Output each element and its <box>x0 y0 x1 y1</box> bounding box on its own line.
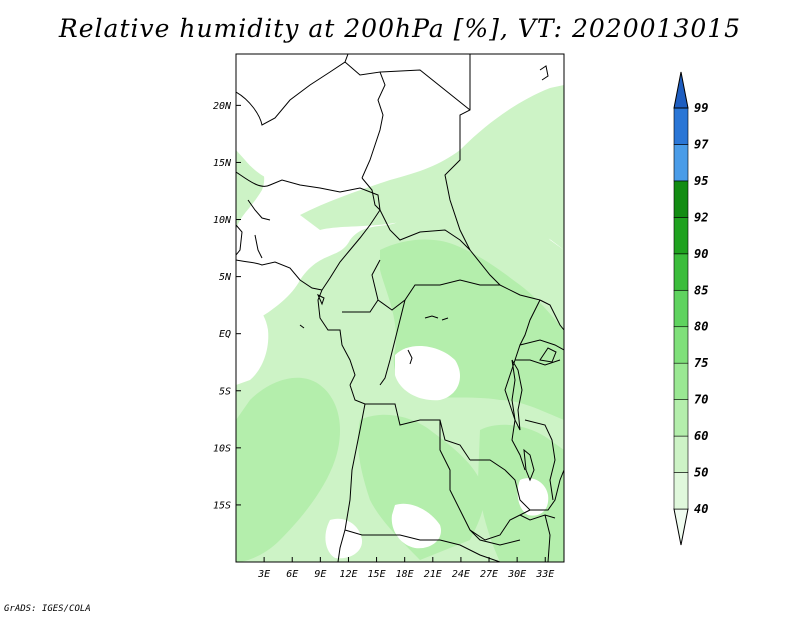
colorbar-box <box>673 399 689 437</box>
x-tick-label: 21E <box>424 569 442 580</box>
x-tick-label: 6E <box>286 569 298 580</box>
humidity-field <box>236 54 564 562</box>
y-tick-label: EQ <box>219 329 231 340</box>
dry-patch-northeast <box>470 54 564 100</box>
y-tick-label: 20N <box>213 101 232 112</box>
colorbar-label: 50 <box>694 466 708 480</box>
map-title: Relative humidity at 200hPa [%], VT: 202… <box>58 14 742 43</box>
colorbar-label: 40 <box>694 502 708 516</box>
colorbar-label: 95 <box>694 174 708 188</box>
colorbar-label: 75 <box>694 356 708 370</box>
y-tick-label: 15S <box>213 500 231 511</box>
colorbar-label: 85 <box>694 283 708 297</box>
map-frame <box>235 53 565 563</box>
colorbar-box <box>673 144 689 182</box>
colorbar-label: 60 <box>694 429 708 443</box>
humidity-region-north-band <box>300 85 564 250</box>
humidity-region-southwest <box>236 377 340 562</box>
longitude-axis: 3E 6E 9E 12E 15E 18E 21E 24E 27E 30E 33E <box>257 557 554 580</box>
colorbar-label: 80 <box>694 320 708 334</box>
colorbar-box <box>673 217 689 255</box>
y-tick-label: 5N <box>219 272 232 283</box>
colorbar-high-triangle <box>673 71 689 109</box>
credit-text: GrADS: IGES/COLA <box>4 604 91 614</box>
colorbar: 40 50 60 70 75 80 85 90 92 95 97 99 <box>673 71 709 546</box>
x-tick-label: 3E <box>257 569 270 580</box>
colorbar-box <box>673 253 689 291</box>
dry-patch-angola <box>391 503 441 549</box>
x-tick-label: 9E <box>314 569 326 580</box>
dry-patch-ocean <box>236 299 269 385</box>
dry-patch-south <box>325 518 363 559</box>
colorbar-label: 90 <box>694 247 708 261</box>
y-tick-label: 15N <box>213 158 232 169</box>
colorbar-label: 99 <box>694 101 708 115</box>
y-tick-label: 10S <box>213 443 231 454</box>
dry-patch-north <box>236 54 470 186</box>
y-tick-label: 10N <box>213 215 232 226</box>
country-borders <box>236 54 564 562</box>
colorbar-low-triangle <box>673 508 689 546</box>
x-tick-label: 12E <box>339 569 357 580</box>
x-tick-label: 15E <box>368 569 386 580</box>
x-tick-label: 30E <box>507 569 526 580</box>
x-tick-label: 33E <box>535 569 554 580</box>
colorbar-box <box>673 472 689 510</box>
colorbar-label: 97 <box>694 137 709 151</box>
y-tick-label: 5S <box>219 386 231 397</box>
colorbar-box <box>673 107 689 145</box>
dry-patch-southeast <box>517 478 549 516</box>
colorbar-box <box>673 180 689 218</box>
latitude-axis: 20N 15N 10N 5N EQ 5S 10S 15S <box>213 101 241 511</box>
colorbar-box <box>673 326 689 364</box>
colorbar-label: 70 <box>694 393 708 407</box>
x-tick-label: 24E <box>452 569 470 580</box>
colorbar-box <box>673 289 689 328</box>
x-tick-label: 18E <box>396 569 414 580</box>
x-tick-label: 27E <box>480 569 498 580</box>
colorbar-box <box>673 362 689 400</box>
humidity-region-south-central <box>358 414 485 560</box>
colorbar-label: 92 <box>694 210 708 224</box>
colorbar-box <box>673 435 689 473</box>
